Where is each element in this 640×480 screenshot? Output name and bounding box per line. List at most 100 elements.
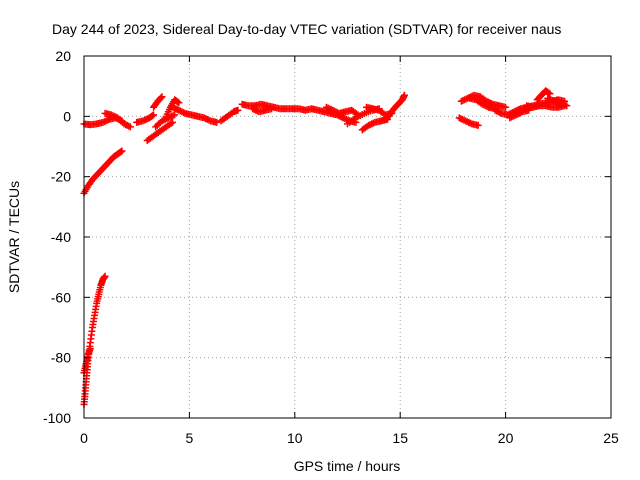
- data-point: [549, 96, 557, 104]
- data-point: [324, 104, 332, 112]
- data-point: [341, 115, 349, 123]
- data-point: [491, 106, 499, 114]
- x-tick-label: 15: [392, 430, 408, 446]
- data-point: [459, 96, 467, 104]
- data-point: [174, 98, 182, 106]
- y-tick-label: -100: [43, 410, 71, 426]
- data-point: [329, 106, 337, 114]
- data-point: [466, 119, 474, 127]
- data-point: [465, 118, 473, 126]
- data-point: [150, 111, 158, 119]
- data-point: [111, 112, 119, 120]
- data-point: [200, 114, 208, 122]
- data-point: [460, 116, 468, 124]
- data-point: [123, 121, 131, 129]
- data-point: [482, 102, 490, 110]
- data-point: [104, 116, 112, 124]
- y-axis-label: SDTVAR / TECUs: [6, 181, 22, 293]
- data-point: [547, 96, 555, 104]
- data-point: [327, 106, 335, 114]
- data-point: [176, 107, 184, 115]
- data-point: [167, 119, 175, 127]
- data-point: [366, 121, 374, 129]
- data-point: [509, 112, 517, 120]
- data-point: [474, 121, 482, 129]
- data-points: [80, 87, 571, 408]
- data-point: [122, 121, 130, 129]
- data-point: [463, 118, 471, 126]
- data-point: [160, 116, 168, 124]
- data-point: [171, 111, 179, 119]
- data-point: [172, 105, 180, 113]
- data-point: [556, 99, 564, 107]
- y-tick-label: 0: [63, 108, 71, 124]
- data-point: [506, 114, 514, 122]
- data-point: [139, 117, 147, 125]
- data-point: [502, 103, 510, 111]
- data-point: [125, 122, 133, 130]
- data-point: [202, 115, 210, 123]
- data-point: [249, 105, 257, 113]
- data-point: [169, 112, 177, 120]
- data-point: [365, 121, 373, 129]
- data-point: [545, 95, 553, 103]
- data-point: [512, 111, 520, 119]
- data-point: [250, 106, 258, 114]
- data-point: [99, 118, 107, 126]
- data-point: [252, 106, 260, 114]
- data-point: [142, 115, 150, 123]
- data-point: [400, 91, 408, 99]
- x-tick-label: 20: [498, 430, 514, 446]
- y-tick-label: -40: [51, 229, 71, 245]
- data-point: [326, 105, 334, 113]
- data-point: [517, 109, 525, 117]
- data-point: [120, 120, 128, 128]
- x-tick-label: 0: [80, 430, 88, 446]
- data-point: [455, 114, 463, 122]
- data-point: [158, 93, 166, 101]
- data-point: [175, 106, 183, 114]
- data-point: [158, 117, 166, 125]
- data-point: [126, 123, 134, 131]
- data-point: [117, 148, 125, 156]
- data-point: [175, 99, 183, 107]
- data-point: [149, 112, 157, 120]
- data-point: [457, 115, 465, 123]
- data-point: [173, 106, 181, 114]
- y-tick-label: -80: [51, 350, 71, 366]
- data-point: [141, 116, 149, 124]
- data-point: [558, 100, 566, 108]
- data-point: [560, 100, 568, 108]
- y-tick-label: 20: [55, 48, 71, 64]
- data-point: [169, 103, 177, 111]
- data-point: [107, 111, 115, 119]
- data-point: [268, 105, 276, 113]
- x-tick-label: 10: [287, 430, 303, 446]
- data-point: [496, 109, 504, 117]
- data-point: [511, 112, 519, 120]
- data-point: [545, 89, 553, 97]
- data-point: [457, 97, 465, 105]
- data-point: [101, 118, 109, 126]
- data-point: [483, 103, 491, 111]
- data-point: [514, 110, 522, 118]
- data-point: [478, 100, 486, 108]
- x-tick-label: 25: [603, 430, 619, 446]
- data-point: [330, 107, 338, 115]
- data-point: [507, 113, 515, 121]
- data-point: [368, 120, 376, 128]
- data-point: [480, 101, 488, 109]
- data-point: [493, 107, 501, 115]
- data-point: [205, 116, 213, 124]
- y-tick-label: -60: [51, 289, 71, 305]
- data-point: [118, 147, 126, 155]
- data-point: [180, 109, 188, 117]
- x-tick-label: 5: [186, 430, 194, 446]
- data-point: [109, 112, 117, 120]
- axis-ticks: 0 5 10 15 20 25 -100 -80 -60 -40 -20 0 20: [43, 48, 619, 446]
- data-point: [101, 272, 109, 280]
- data-point: [102, 117, 110, 125]
- data-point: [460, 96, 468, 104]
- data-point: [86, 345, 94, 353]
